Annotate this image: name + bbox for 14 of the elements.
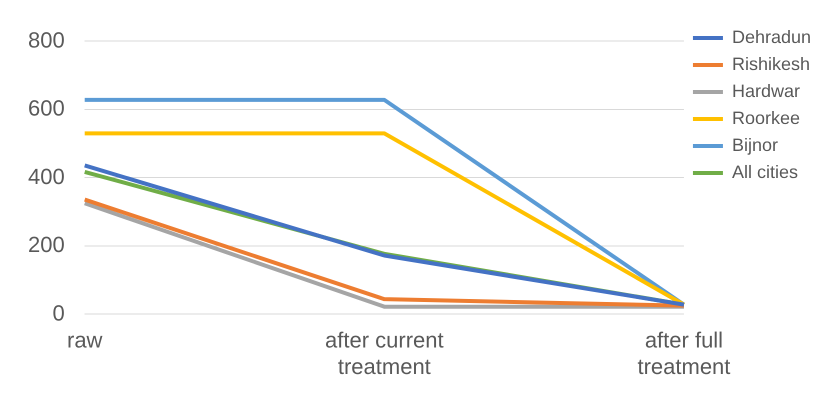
legend-label: All cities bbox=[732, 162, 798, 182]
x-tick-label: after full treatment bbox=[637, 327, 730, 379]
legend-label: Roorkee bbox=[732, 108, 800, 128]
legend-label: Bijnor bbox=[732, 134, 778, 155]
legend-label: Hardwar bbox=[732, 80, 800, 101]
y-tick-label: 400 bbox=[28, 164, 65, 189]
y-tick-label: 600 bbox=[28, 96, 65, 121]
x-tick-label: raw bbox=[66, 327, 103, 352]
x-tick-label: after current treatment bbox=[325, 327, 444, 379]
legend-label: Dehradun bbox=[732, 26, 812, 47]
y-tick-label: 0 bbox=[52, 300, 65, 326]
y-tick-label: 800 bbox=[28, 27, 65, 52]
legend-label: Rishikesh bbox=[732, 54, 810, 74]
y-tick-label: 200 bbox=[28, 232, 65, 258]
